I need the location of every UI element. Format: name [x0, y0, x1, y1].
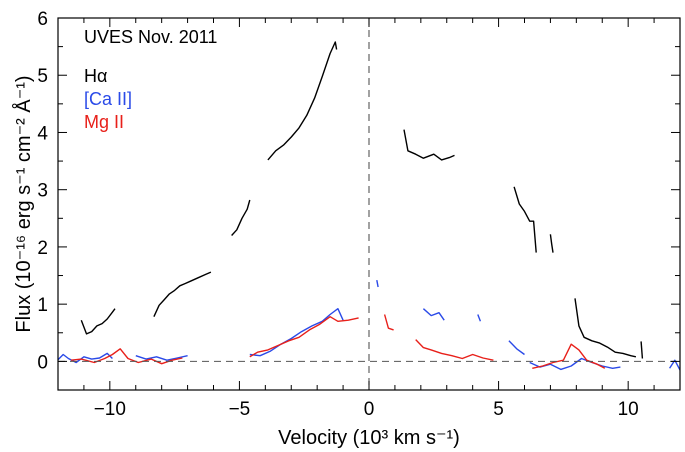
series-1-segment-5 [477, 314, 482, 322]
series-0-segment-3 [267, 41, 338, 161]
y-tick-label: 6 [37, 9, 48, 30]
x-tick-label: 5 [493, 399, 504, 420]
y-tick-label: 5 [37, 66, 48, 87]
series-0-segment-1 [153, 271, 212, 317]
annotation-label: UVES Nov. 2011 [84, 27, 217, 47]
y-tick-label: 2 [37, 238, 48, 259]
series-2-segment-1 [249, 316, 359, 358]
series-0-segment-6 [549, 234, 554, 253]
x-tick-label: 10 [618, 399, 639, 420]
x-tick-label: −10 [94, 399, 126, 420]
x-tick-label: −5 [229, 399, 251, 420]
y-tick-label: 4 [37, 123, 48, 144]
series-0-segment-5 [513, 186, 537, 253]
series-2-segment-3 [415, 339, 494, 361]
series-2-segment-4 [532, 343, 606, 369]
x-tick-label: 0 [364, 399, 375, 420]
y-tick-label: 0 [37, 352, 48, 373]
reference-lines [58, 18, 680, 390]
y-tick-label: 3 [37, 181, 48, 202]
legend-entry-halpha: Hα [84, 66, 107, 86]
y-axis-title: Flux (10⁻¹⁶ erg s⁻¹ cm⁻² Å⁻¹) [12, 75, 35, 332]
series-1-segment-6 [508, 340, 525, 356]
y-tick-label: 1 [37, 295, 48, 316]
series-0-segment-8 [640, 341, 644, 359]
legend-entry-ca-ii: [Ca II] [84, 89, 132, 109]
legend-entry-mg-ii: Mg II [84, 112, 124, 132]
series-1-segment-1 [135, 355, 188, 361]
series-2-segment-2 [383, 314, 394, 331]
series-0-segment-7 [574, 298, 637, 358]
series-1-segment-0 [58, 352, 113, 364]
series-0-segment-2 [231, 199, 251, 236]
x-axis-title: Velocity (10³ km s⁻¹) [278, 427, 460, 449]
series-1-segment-8 [669, 359, 680, 371]
axis-ticks: −10 −5 0 5 10 0 1 2 3 4 5 6 [37, 9, 681, 420]
series-1-segment-3 [376, 279, 379, 288]
series-1-segment-2 [249, 308, 344, 357]
series-0-segment-4 [403, 129, 455, 161]
plot-series-group [58, 41, 680, 371]
series-0-segment-0 [80, 308, 116, 335]
series-2-segment-0 [70, 348, 183, 365]
series-1-segment-4 [422, 308, 445, 321]
